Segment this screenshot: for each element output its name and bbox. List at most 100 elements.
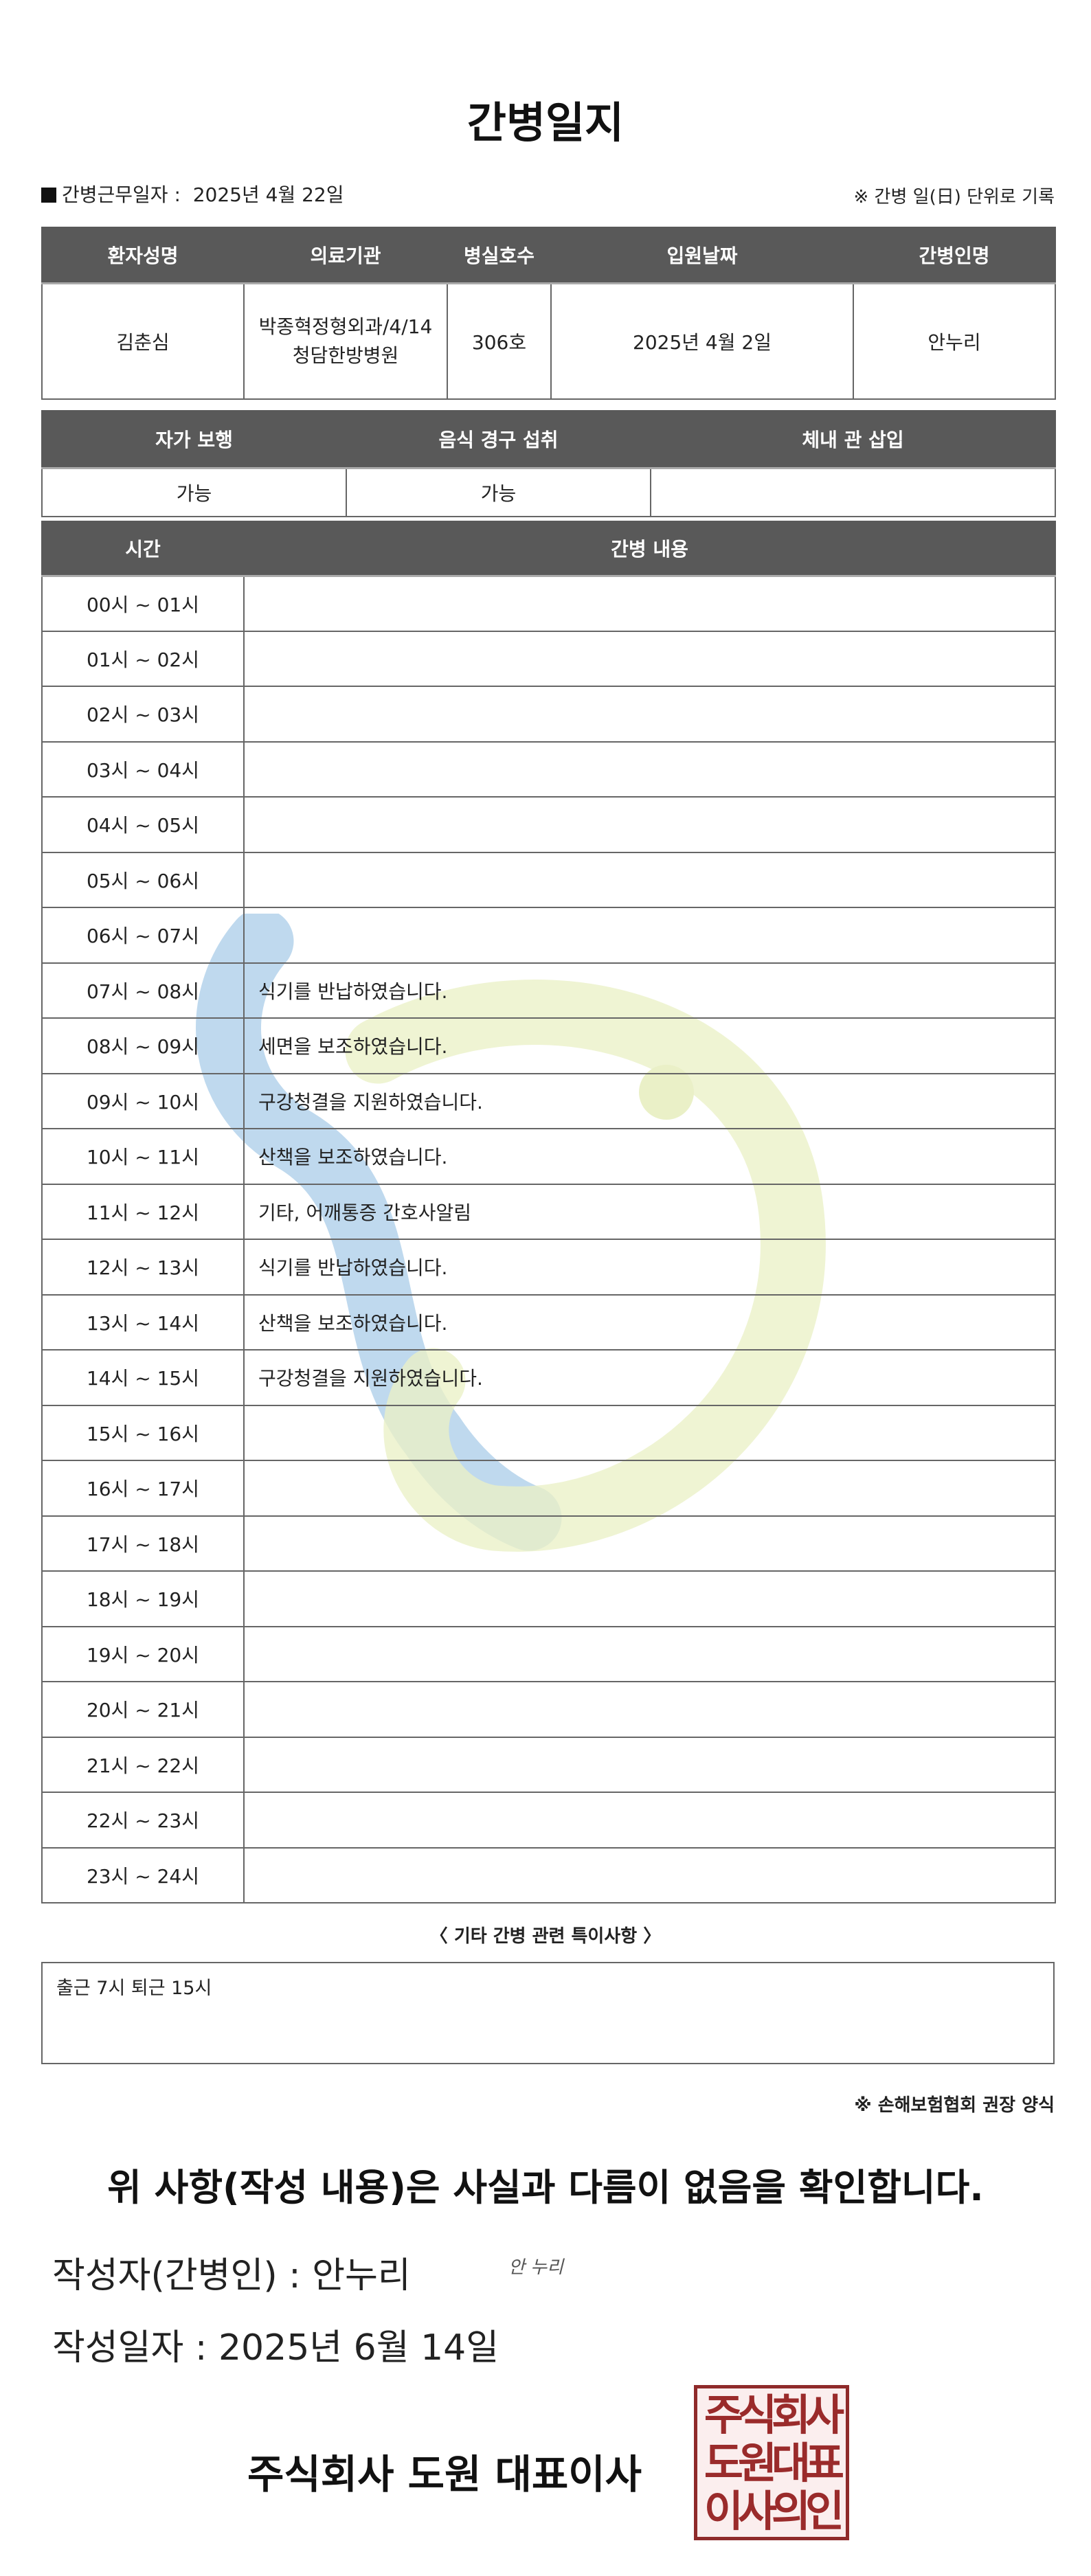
log-content: 산책을 보조하였습니다. [243,1128,1056,1185]
log-time: 03시 ~ 04시 [41,741,245,798]
log-row: 06시 ~ 07시 [41,907,1056,964]
work-date-value: 2025년 4월 22일 [192,183,344,206]
log-row: 18시 ~ 19시 [41,1570,1056,1627]
log-content [243,1570,1056,1627]
association-note: ※ 손해보험협회 권장 양식 [854,2095,1055,2116]
oral-intake-value: 가능 [346,467,651,517]
header-content: 간병 내용 [243,521,1056,577]
header-oral-intake: 음식 경구 섭취 [346,410,651,469]
log-content [243,796,1056,853]
log-row: 19시 ~ 20시 [41,1625,1056,1682]
header-tube: 체내 관 삽입 [650,410,1056,469]
log-time: 22시 ~ 23시 [41,1792,245,1849]
company-seal-stamp: 주식회사도원대표이사의인 [694,2385,849,2540]
log-content [243,686,1056,743]
log-time: 04시 ~ 05시 [41,796,245,853]
log-content [243,1460,1056,1517]
log-row: 03시 ~ 04시 [41,741,1056,798]
log-row: 22시 ~ 23시 [41,1792,1056,1849]
hospital: 박종혁정형외과/4/14청담한방병원 [243,282,448,400]
log-content [243,1846,1056,1903]
header-room: 병실호수 [447,227,552,284]
room: 306호 [447,282,552,400]
log-row: 21시 ~ 22시 [41,1736,1056,1793]
log-content [243,741,1056,798]
log-row: 23시 ~ 24시 [41,1846,1056,1903]
log-time: 10시 ~ 11시 [41,1128,245,1185]
unit-note: ※ 간병 일(日) 단위로 기록 [853,187,1055,207]
header-patient-name: 환자성명 [41,227,245,284]
log-content: 구강청결을 지원하였습니다. [243,1349,1056,1406]
log-time: 17시 ~ 18시 [41,1515,245,1572]
log-content [243,1625,1056,1682]
log-row: 11시 ~ 12시 기타, 어깨통증 간호사알림 [41,1183,1056,1240]
writer-line: 작성자(간병인) : 안누리 [52,2255,411,2296]
log-time: 01시 ~ 02시 [41,630,245,687]
log-time: 11시 ~ 12시 [41,1183,245,1240]
log-time: 18시 ~ 19시 [41,1570,245,1627]
log-time: 16시 ~ 17시 [41,1460,245,1517]
log-content [243,907,1056,964]
log-time: 06시 ~ 07시 [41,907,245,964]
log-row: 20시 ~ 21시 [41,1681,1056,1738]
log-time: 08시 ~ 09시 [41,1017,245,1074]
log-time: 21시 ~ 22시 [41,1736,245,1793]
log-content [243,1515,1056,1572]
log-time: 09시 ~ 10시 [41,1072,245,1129]
work-date-label: 간병근무일자 : [62,183,181,206]
log-row: 10시 ~ 11시 산책을 보조하였습니다. [41,1128,1056,1185]
work-date: 간병근무일자 : 2025년 4월 22일 [41,180,344,207]
care-log-table: 시간 간병 내용 00시 ~ 01시 01시 ~ 02시 02시 ~ 03시 03시 ~… [41,521,1056,1903]
log-row: 12시 ~ 13시 식기를 반납하였습니다. [41,1239,1056,1296]
company-name: 주식회사 도원 대표이사 [247,2451,642,2498]
log-row: 14시 ~ 15시 구강청결을 지원하였습니다. [41,1349,1056,1406]
log-content: 산책을 보조하였습니다. [243,1293,1056,1351]
log-time: 14시 ~ 15시 [41,1349,245,1406]
log-content [243,1404,1056,1461]
log-content [243,851,1056,908]
notes-box: 출근 7시 퇴근 15시 [41,1962,1055,2064]
admission-date: 2025년 4월 2일 [550,282,854,400]
header-admission-date: 입원날짜 [550,227,854,284]
log-time: 02시 ~ 03시 [41,686,245,743]
log-content [243,1681,1056,1738]
log-row: 16시 ~ 17시 [41,1460,1056,1517]
header-time: 시간 [41,521,245,577]
log-time: 23시 ~ 24시 [41,1846,245,1903]
log-row: 02시 ~ 03시 [41,686,1056,743]
notes-title: 〈 기타 간병 관련 특이사항 〉 [429,1926,662,1947]
handwritten-signature: 안 누리 [508,2257,564,2278]
log-content [243,630,1056,687]
log-row: 00시 ~ 01시 [41,575,1056,632]
log-time: 00시 ~ 01시 [41,575,245,632]
written-date: 작성일자 : 2025년 6월 14일 [52,2327,499,2369]
log-row: 07시 ~ 08시 식기를 반납하였습니다. [41,962,1056,1019]
tube-value [650,467,1056,517]
log-content: 식기를 반납하였습니다. [243,1239,1056,1296]
log-time: 07시 ~ 08시 [41,962,245,1019]
log-time: 05시 ~ 06시 [41,851,245,908]
log-time: 20시 ~ 21시 [41,1681,245,1738]
confirmation-statement: 위 사항(작성 내용)은 사실과 다름이 없음을 확인합니다. [107,2166,984,2209]
header-walking: 자가 보행 [41,410,347,469]
log-time: 12시 ~ 13시 [41,1239,245,1296]
status-table: 자가 보행 음식 경구 섭취 체내 관 삽입 가능 가능 [41,410,1056,517]
patient-name: 김춘심 [41,282,245,400]
log-row: 04시 ~ 05시 [41,796,1056,853]
log-row: 13시 ~ 14시 산책을 보조하였습니다. [41,1293,1056,1351]
walking-value: 가능 [41,467,347,517]
log-content [243,1736,1056,1793]
log-row: 15시 ~ 16시 [41,1404,1056,1461]
page-title: 간병일지 [466,98,625,148]
log-content: 식기를 반납하였습니다. [243,962,1056,1019]
patient-table: 환자성명 의료기관 병실호수 입원날짜 간병인명 김춘심 박종혁정형외과/4/14청담한방… [41,227,1056,400]
log-time: 15시 ~ 16시 [41,1404,245,1461]
square-bullet-icon [41,188,56,203]
log-row: 05시 ~ 06시 [41,851,1056,908]
log-row: 17시 ~ 18시 [41,1515,1056,1572]
log-time: 13시 ~ 14시 [41,1293,245,1351]
log-row: 01시 ~ 02시 [41,630,1056,687]
log-row: 09시 ~ 10시 구강청결을 지원하였습니다. [41,1072,1056,1129]
header-caregiver: 간병인명 [853,227,1056,284]
log-time: 19시 ~ 20시 [41,1625,245,1682]
